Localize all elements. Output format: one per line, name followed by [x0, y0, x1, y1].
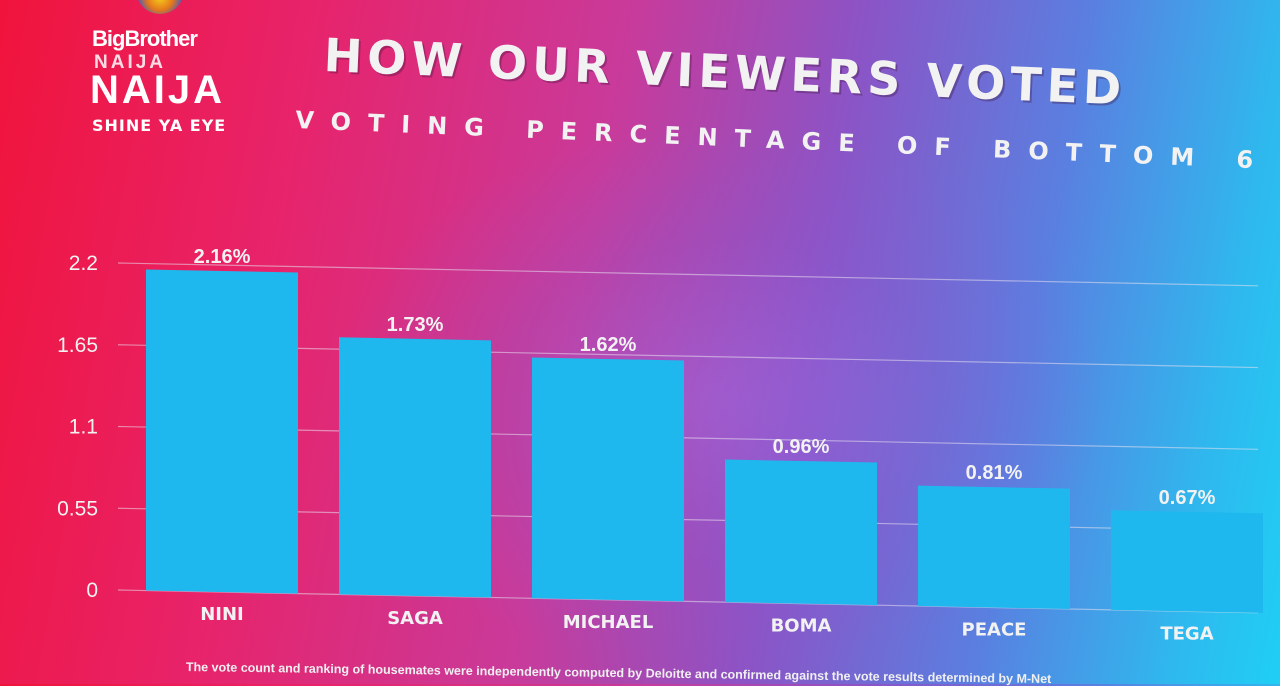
data-label: 2.16% [194, 246, 251, 268]
x-tick-label: NINI [200, 604, 244, 625]
data-labels: 2.16% 1.73% 1.62% 0.96% 0.81% 0.67% [194, 246, 1216, 509]
data-label: 0.81% [966, 462, 1023, 484]
bar-peace [918, 485, 1070, 610]
gridline-3 [117, 344, 1259, 369]
logo-line-3: NAIJA [90, 68, 226, 112]
bar-boma [725, 459, 877, 606]
logo-line-1: BigBrother [92, 26, 198, 51]
data-label: 0.67% [1159, 487, 1216, 509]
y-tick-label: 1.65 [57, 334, 98, 357]
y-tick-label: 0.55 [57, 497, 98, 520]
x-tick-label: MICHAEL [563, 612, 654, 633]
data-label: 1.73% [387, 314, 444, 336]
bar-tega [1111, 510, 1263, 613]
y-tick-label: 2.2 [69, 252, 98, 275]
y-axis-ticks: 0 0.55 1.1 1.65 2.2 [57, 252, 98, 602]
x-tick-label: PEACE [962, 620, 1027, 641]
show-logo: BigBrother NAIJA NAIJA SHINE YA EYE [86, 0, 236, 135]
bar-nini [146, 269, 298, 594]
data-label: 0.96% [773, 436, 830, 458]
gridline-4 [117, 262, 1259, 287]
gridline-2 [117, 425, 1259, 450]
y-tick-label: 1.1 [69, 416, 98, 439]
bars [146, 269, 1263, 613]
x-tick-label: SAGA [387, 608, 443, 629]
data-label: 1.62% [580, 334, 637, 356]
x-tick-label: TEGA [1160, 623, 1213, 644]
y-tick-label: 0 [86, 579, 98, 602]
logo-line-2: NAIJA [94, 52, 167, 73]
bar-saga [339, 337, 491, 598]
x-tick-label: BOMA [771, 616, 832, 637]
bar-michael [532, 357, 684, 602]
gridline-0 [117, 589, 1259, 614]
logo-tagline: SHINE YA EYE [92, 116, 227, 135]
x-axis-labels: NINI SAGA MICHAEL BOMA PEACE TEGA [200, 604, 1213, 644]
eye-logo-icon [136, 0, 184, 14]
gridlines [117, 262, 1259, 614]
